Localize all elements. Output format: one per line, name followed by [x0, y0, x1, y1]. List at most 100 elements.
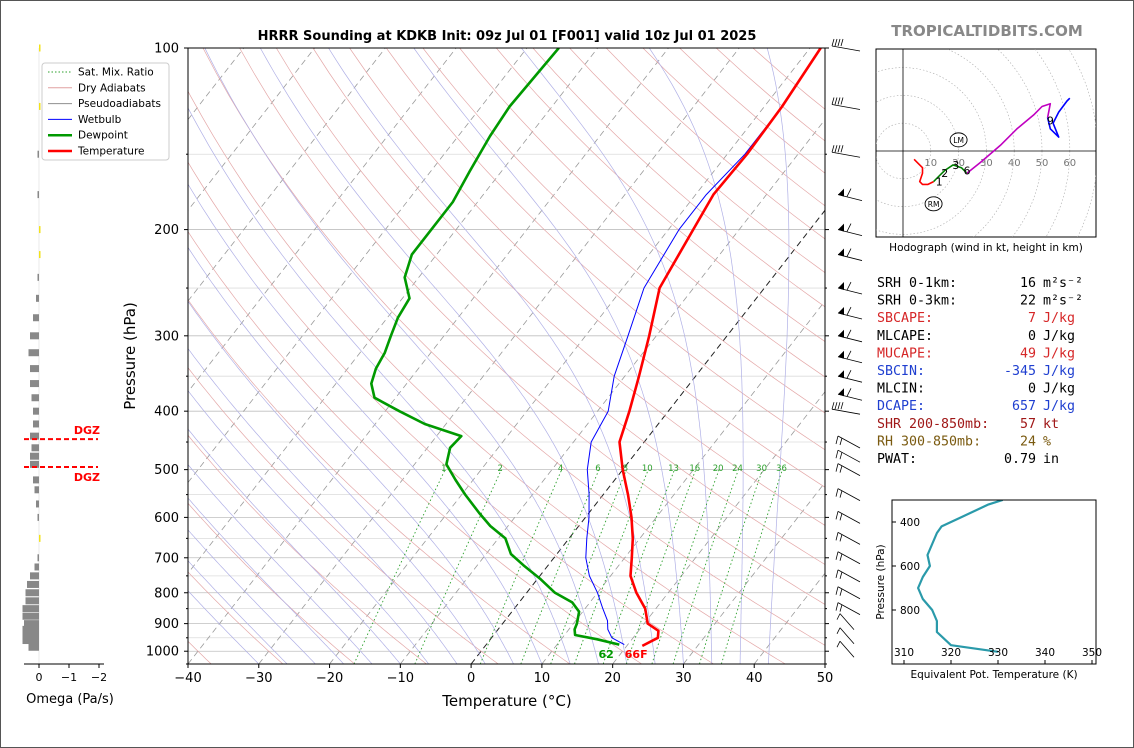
legend-label: Pseudoadiabats: [78, 98, 161, 110]
omega-bar: [28, 643, 39, 651]
dry-adiabat: [312, 48, 825, 526]
y-tick-label: 700: [154, 551, 179, 566]
theta-e-x-tick-label: 310: [894, 647, 914, 659]
omega-bar: [28, 349, 39, 357]
stat-unit: %: [1043, 434, 1051, 449]
omega-x-tick-label: 0: [36, 671, 43, 684]
moist-adiabat: [188, 107, 571, 664]
theta-e-profile: [916, 500, 1004, 653]
mixing-ratio-label: 13: [668, 464, 679, 474]
theta-e-y-tick-label: 800: [900, 605, 920, 617]
dry-adiabat: [276, 48, 825, 565]
dry-adiabat: [188, 502, 355, 664]
omega-bar: [33, 476, 39, 484]
wind-barb-staff: [837, 488, 861, 501]
dry-adiabat: [188, 230, 642, 664]
omega-bar: [33, 407, 39, 415]
isotherm: [329, 48, 811, 664]
dewpoint-line: [369, 48, 620, 646]
isotherm: [258, 48, 740, 664]
site-label: TROPICALTIDBITS.COM: [891, 22, 1083, 40]
wind-barb-pennant: [838, 307, 844, 316]
mixing-ratio-line: [479, 469, 563, 664]
stat-label: SRH 0-1km:: [877, 276, 957, 291]
isotherm: [541, 300, 825, 664]
x-tick-label: −40: [174, 671, 201, 686]
y-tick-label: 300: [154, 329, 179, 344]
stat-value: 57: [1020, 417, 1036, 432]
omega-x-tick-label: −2: [91, 671, 107, 684]
stat-value: 22: [1020, 294, 1036, 309]
wind-barb-flag: [846, 329, 852, 338]
wind-barb-staff: [837, 449, 861, 463]
stat-unit: J/kg: [1043, 329, 1075, 344]
legend-label: Dry Adiabats: [78, 82, 146, 94]
surface-dewpoint-label: 62: [598, 648, 613, 661]
stat-unit: J/kg: [1043, 311, 1075, 326]
x-tick-label: 40: [746, 671, 763, 686]
theta-e-axes: 310 320 330 340 350 400 600 800: [892, 517, 1102, 664]
mixing-ratio-line: [720, 469, 783, 664]
wind-barb-flag: [831, 97, 835, 105]
x-tick-label: −10: [387, 671, 414, 686]
storm-motion-label: LM: [953, 136, 964, 145]
dry-adiabat: [532, 48, 825, 308]
wind-barb-pennant: [838, 248, 844, 257]
wind-barb-staff: [831, 104, 861, 110]
wind-barb-staff: [839, 613, 855, 630]
omega-bar: [30, 432, 39, 440]
dry-adiabat: [188, 161, 714, 664]
dry-adiabat: [188, 299, 571, 664]
moist-adiabat: [649, 48, 744, 664]
theta-e-line: [916, 500, 1004, 653]
omega-bar: [34, 563, 39, 571]
sounding-stats: SRH 0-1km: 16 m²s⁻² SRH 0-3km: 22 m²s⁻² SBCAPE…: [877, 276, 1083, 467]
stat-value: 7: [1028, 311, 1036, 326]
stat-value: 0: [1028, 382, 1036, 397]
omega-bar: [30, 380, 39, 388]
omega-bar: [37, 191, 39, 199]
omega-bar: [33, 420, 39, 428]
moist-adiabat: [413, 48, 684, 664]
dgz-label: DGZ: [74, 424, 100, 437]
theta-e-ylabel: Pressure (hPa): [875, 544, 887, 619]
y-tick-label: 900: [154, 617, 179, 632]
wind-barb-flag: [837, 38, 841, 47]
wind-barb-pennant: [838, 370, 844, 379]
stat-value: 0: [1028, 329, 1036, 344]
stat-label: MLCIN:: [877, 382, 925, 397]
wind-barb-flag: [839, 490, 843, 498]
moist-adiabat: [188, 560, 288, 664]
dry-adiabat: [188, 571, 284, 664]
wind-barb-flag: [836, 641, 841, 648]
mixing-ratio-line: [602, 469, 675, 664]
surface-temperature-label: 66F: [625, 648, 648, 661]
wind-barb-staff: [837, 569, 861, 583]
hodograph-height-label: 6: [963, 164, 970, 177]
hodograph-height-label: 3: [952, 159, 959, 172]
omega-bar: [22, 631, 39, 639]
x-tick-label: 20: [604, 671, 621, 686]
wind-barb-flag: [835, 586, 839, 595]
omega-bar: [39, 251, 41, 259]
stat-unit: J/kg: [1043, 364, 1075, 379]
wind-barb-flag: [846, 188, 852, 197]
x-tick-label: 0: [467, 671, 475, 686]
wind-barb-flag: [831, 145, 835, 153]
wind-barb-staff: [837, 511, 861, 524]
wind-barb-flag: [839, 465, 843, 473]
omega-bar: [37, 513, 39, 521]
mixing-ratio-line: [672, 469, 739, 664]
wind-barb-flag: [831, 402, 835, 410]
wind-barb-flag: [834, 402, 838, 410]
wind-barb-flag: [835, 450, 839, 459]
wind-barb-flag: [834, 38, 838, 47]
wind-barb-staff: [837, 551, 861, 565]
stat-value: 16: [1020, 276, 1036, 291]
isotherm: [683, 481, 825, 664]
x-tick-label: 50: [817, 671, 834, 686]
legend-label: Sat. Mix. Ratio: [78, 67, 154, 79]
hodograph-caption: Hodograph (wind in kt, height in km): [889, 242, 1083, 254]
wind-barb-flag: [835, 532, 839, 541]
skewt-ylabel: Pressure (hPa): [121, 302, 139, 410]
